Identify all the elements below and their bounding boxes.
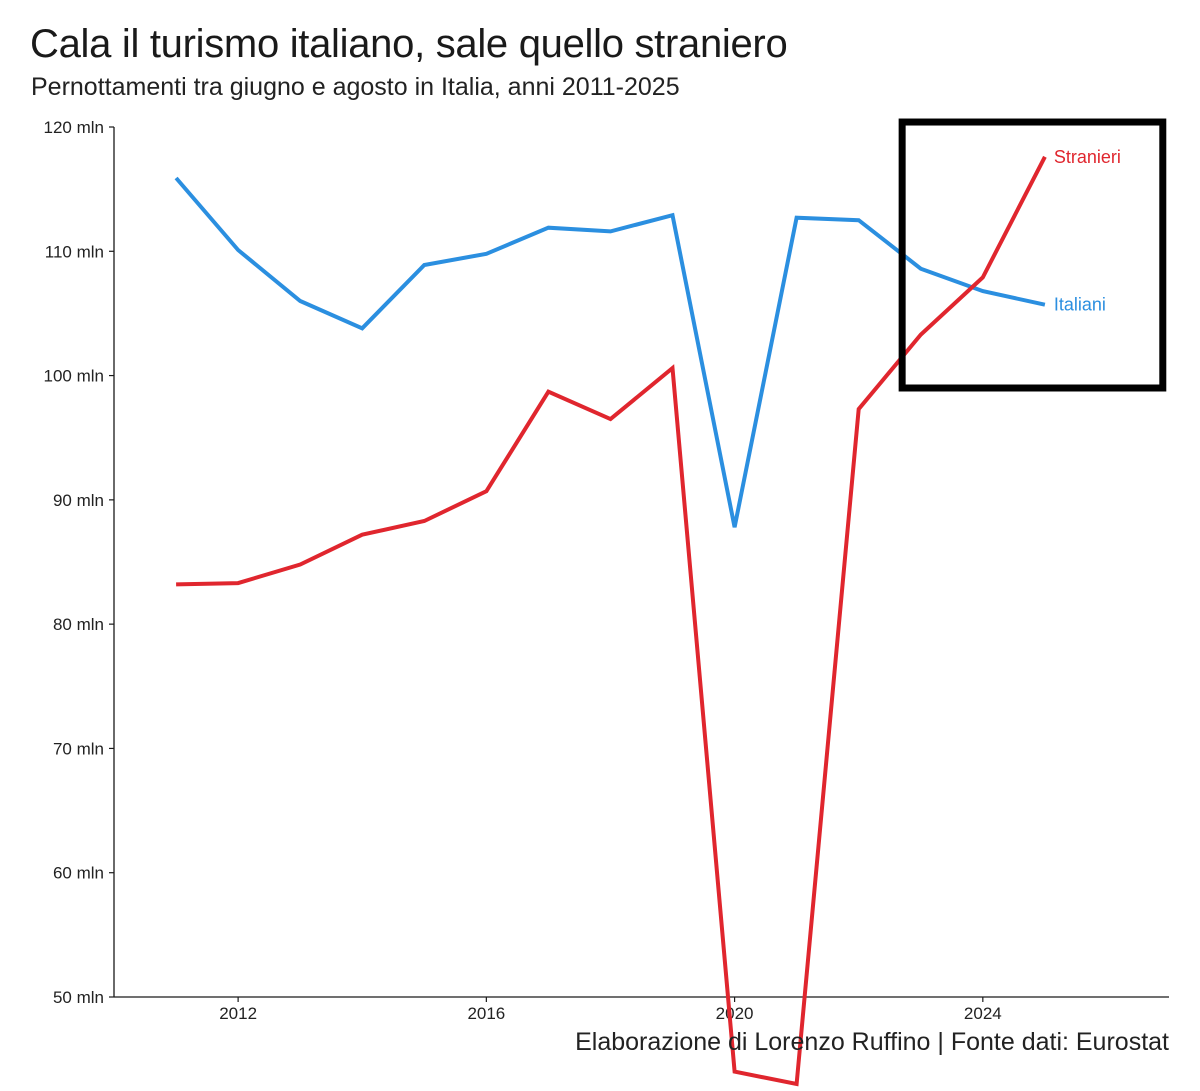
y-tick-label: 50 mln	[53, 988, 104, 1007]
chart-title: Cala il turismo italiano, sale quello st…	[30, 22, 788, 66]
series-label-stranieri: Stranieri	[1054, 147, 1121, 167]
series-line-stranieri	[176, 155, 1047, 1087]
x-tick-label: 2020	[716, 1004, 754, 1023]
y-tick-label: 90 mln	[53, 491, 104, 510]
y-tick-label: 60 mln	[53, 864, 104, 883]
axes: 50 mln 60 mln 70 mln 80 mln 90 mln 100 mln 110…	[44, 118, 1169, 1023]
series-labels: Italiani Stranieri	[1054, 147, 1121, 315]
y-tick-label: 80 mln	[53, 615, 104, 634]
x-tick-label: 2012	[219, 1004, 257, 1023]
series-line-italiani	[174, 176, 1046, 528]
y-tick-label: 110 mln	[45, 242, 104, 261]
x-tick-label: 2024	[964, 1004, 1002, 1023]
x-tick-label: 2016	[467, 1004, 505, 1023]
series-label-italiani: Italiani	[1054, 295, 1106, 315]
y-tick-label: 120 mln	[44, 118, 104, 137]
series-lines	[174, 155, 1047, 1087]
highlight-box	[898, 118, 1167, 392]
y-tick-label: 100 mln	[44, 367, 104, 386]
y-tick-label: 70 mln	[53, 739, 104, 758]
chart-subtitle: Pernottamenti tra giugno e agosto in Ita…	[31, 73, 680, 101]
annotations	[898, 118, 1167, 392]
chart-caption: Elaborazione di Lorenzo Ruffino | Fonte …	[575, 1028, 1169, 1056]
